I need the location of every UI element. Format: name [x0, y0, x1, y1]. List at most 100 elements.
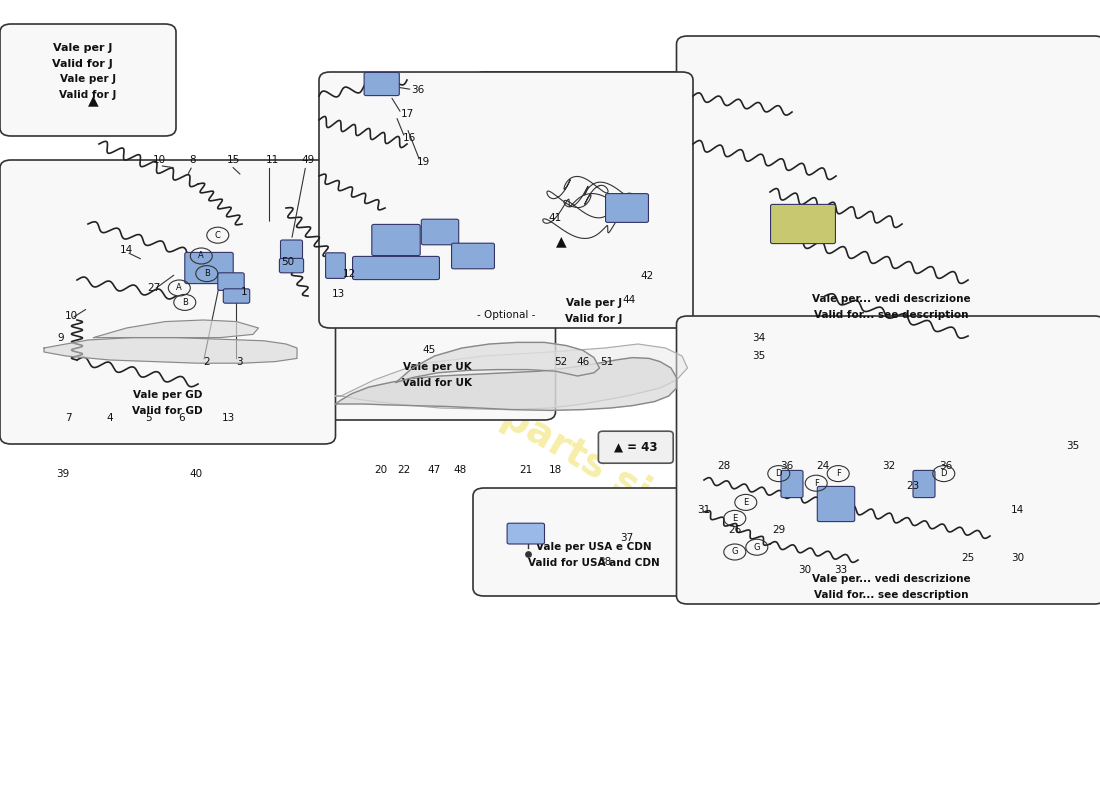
Text: 13: 13: [222, 413, 235, 422]
Text: C: C: [214, 230, 221, 240]
Text: 35: 35: [1066, 442, 1079, 451]
FancyBboxPatch shape: [507, 523, 544, 544]
Text: 22: 22: [397, 466, 410, 475]
Text: Vale per J: Vale per J: [565, 298, 623, 308]
Text: Valid for... see description: Valid for... see description: [814, 590, 968, 600]
FancyBboxPatch shape: [913, 470, 935, 498]
FancyBboxPatch shape: [676, 36, 1100, 324]
Text: 18: 18: [549, 466, 562, 475]
Text: 39: 39: [56, 469, 69, 478]
Text: ▲: ▲: [556, 234, 566, 249]
Text: - Optional -: - Optional -: [476, 310, 536, 320]
Text: E: E: [744, 498, 748, 507]
FancyBboxPatch shape: [781, 470, 803, 498]
Text: 35: 35: [752, 351, 766, 361]
Text: 41: 41: [549, 213, 562, 222]
Text: 15: 15: [227, 155, 240, 165]
Text: 46: 46: [576, 357, 590, 366]
Text: A: A: [198, 251, 205, 261]
FancyBboxPatch shape: [0, 160, 336, 444]
Text: Vale per... vedi descrizione: Vale per... vedi descrizione: [812, 294, 970, 304]
Text: 44: 44: [623, 295, 636, 305]
Text: 25: 25: [961, 554, 975, 563]
Polygon shape: [44, 338, 297, 363]
Text: 49: 49: [301, 155, 315, 165]
Text: 19: 19: [417, 157, 430, 166]
Text: 10: 10: [65, 311, 78, 321]
Text: 26: 26: [728, 525, 741, 534]
Point: [519, 547, 537, 560]
FancyBboxPatch shape: [352, 256, 440, 279]
Text: Valid for... see description: Valid for... see description: [814, 310, 968, 320]
FancyBboxPatch shape: [605, 194, 649, 222]
Polygon shape: [336, 358, 676, 410]
Text: Valid for J: Valid for J: [565, 314, 623, 324]
Text: Vale per GD: Vale per GD: [133, 390, 202, 400]
Text: 34: 34: [752, 333, 766, 342]
Text: Vale per UK: Vale per UK: [403, 362, 472, 372]
FancyBboxPatch shape: [372, 224, 420, 256]
Text: 29: 29: [772, 525, 785, 534]
Text: A: A: [176, 283, 183, 293]
Text: 17: 17: [400, 109, 414, 118]
Text: Valid for J: Valid for J: [52, 59, 113, 69]
FancyBboxPatch shape: [473, 72, 715, 324]
Text: ▲: ▲: [88, 93, 99, 107]
Polygon shape: [396, 342, 600, 382]
FancyBboxPatch shape: [0, 24, 176, 136]
Text: 32: 32: [882, 461, 895, 470]
Text: 27: 27: [147, 283, 161, 293]
Text: 14: 14: [120, 245, 133, 254]
Text: 3: 3: [236, 357, 243, 366]
FancyBboxPatch shape: [364, 72, 399, 95]
Text: 30: 30: [799, 565, 812, 574]
Text: 10: 10: [153, 155, 166, 165]
Text: Valid for USA and CDN: Valid for USA and CDN: [528, 558, 660, 568]
Text: 6: 6: [178, 413, 185, 422]
Text: D: D: [776, 469, 782, 478]
Text: E: E: [733, 514, 737, 523]
Text: 4: 4: [107, 413, 113, 422]
Text: G: G: [754, 542, 760, 552]
Text: 40: 40: [189, 469, 202, 478]
Text: 5: 5: [145, 413, 152, 422]
Text: Vale per J: Vale per J: [53, 43, 112, 53]
Text: 33: 33: [834, 565, 847, 574]
Text: 28: 28: [717, 461, 730, 470]
Text: F: F: [836, 469, 840, 478]
Text: 16: 16: [403, 133, 416, 142]
Text: passion for parts since 1985: passion for parts since 1985: [272, 268, 828, 612]
Text: B: B: [204, 269, 210, 278]
Text: 50: 50: [282, 258, 295, 267]
Text: 21: 21: [519, 466, 532, 475]
Text: G: G: [732, 547, 738, 557]
Text: 12: 12: [343, 269, 356, 278]
Text: B: B: [182, 298, 188, 307]
Text: 31: 31: [697, 506, 711, 515]
Text: 47: 47: [428, 466, 441, 475]
FancyBboxPatch shape: [319, 252, 556, 420]
Text: Valid for J: Valid for J: [59, 90, 117, 100]
FancyBboxPatch shape: [817, 486, 855, 522]
FancyBboxPatch shape: [770, 204, 836, 243]
Text: 36: 36: [411, 85, 425, 94]
Text: 42: 42: [640, 271, 653, 281]
Text: Valid for GD: Valid for GD: [132, 406, 204, 416]
Text: D: D: [940, 469, 947, 478]
Text: Valid for UK: Valid for UK: [403, 378, 472, 388]
Text: 23: 23: [906, 482, 920, 491]
Text: 9: 9: [57, 333, 64, 342]
FancyBboxPatch shape: [319, 72, 693, 328]
FancyBboxPatch shape: [185, 252, 233, 283]
Text: 11: 11: [266, 155, 279, 165]
Text: Vale per USA e CDN: Vale per USA e CDN: [536, 542, 652, 552]
FancyBboxPatch shape: [421, 219, 459, 245]
Text: 36: 36: [939, 461, 953, 470]
Text: 48: 48: [453, 466, 466, 475]
FancyBboxPatch shape: [279, 258, 304, 273]
Text: 1: 1: [241, 287, 248, 297]
FancyBboxPatch shape: [451, 243, 495, 269]
FancyBboxPatch shape: [326, 253, 345, 278]
Text: ▲ = 43: ▲ = 43: [614, 441, 658, 454]
Text: 51: 51: [601, 357, 614, 366]
